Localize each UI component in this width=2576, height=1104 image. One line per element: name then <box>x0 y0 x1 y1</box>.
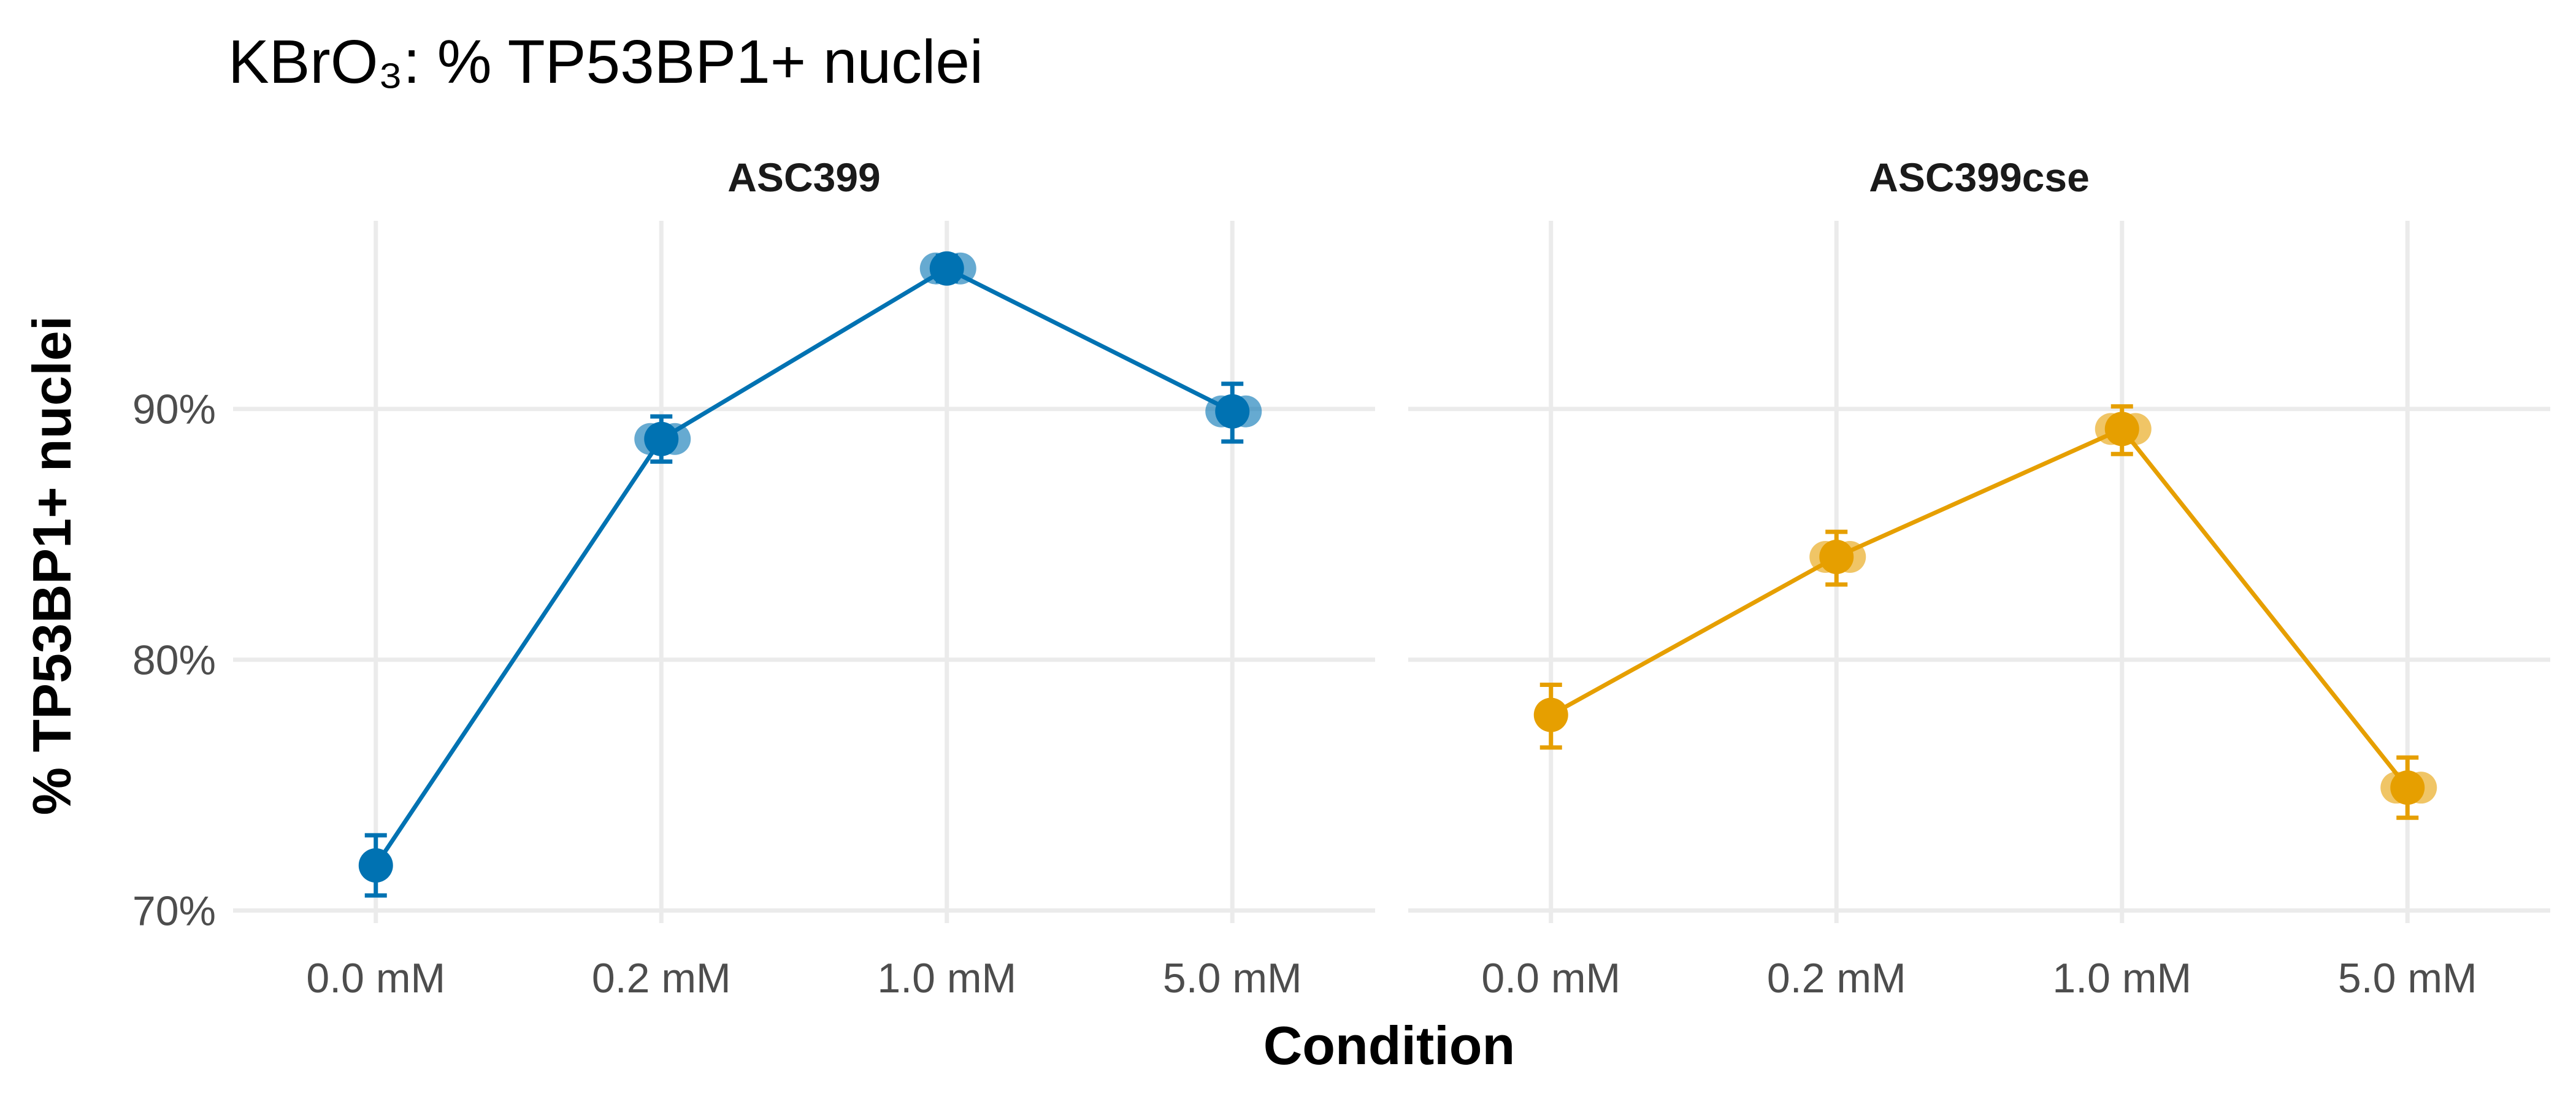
mean-point <box>1533 697 1568 732</box>
x-tick-label: 1.0 mM <box>2052 955 2191 1002</box>
x-tick-label: 0.0 mM <box>306 955 445 1002</box>
x-tick-label: 1.0 mM <box>877 955 1016 1002</box>
mean-point <box>644 421 679 456</box>
y-tick-label: 70% <box>132 888 216 935</box>
series-line <box>374 266 1233 867</box>
x-axis-title: Condition <box>1263 1015 1516 1076</box>
y-tick-label: 80% <box>132 637 216 684</box>
panel-strip-label: ASC399 <box>727 155 880 200</box>
x-tick-label: 5.0 mM <box>2338 955 2477 1002</box>
mean-point <box>929 251 964 286</box>
mean-point <box>2390 770 2425 805</box>
x-tick-label: 0.2 mM <box>592 955 731 1002</box>
chart-title: KBrO₃: % TP53BP1+ nuclei <box>228 28 983 96</box>
y-axis-title: % TP53BP1+ nuclei <box>21 316 82 815</box>
x-tick-label: 0.2 mM <box>1767 955 1906 1002</box>
panel-strip-label: ASC399cse <box>1869 155 2090 200</box>
x-tick-label: 5.0 mM <box>1163 955 1302 1002</box>
mean-point <box>1215 394 1250 429</box>
x-tick-label: 0.0 mM <box>1481 955 1620 1002</box>
y-tick-label: 90% <box>132 386 216 433</box>
panel-1: ASC399 0.0 mM 0.2 mM 1.0 mM 5.0 mM <box>233 155 1375 1002</box>
panel-2: ASC399cse 0.0 mM 0.2 mM 1.0 mM 5.0 mM <box>1408 155 2550 1002</box>
mean-point <box>358 848 393 883</box>
mean-point <box>1819 539 1854 574</box>
mean-point <box>2104 412 2139 447</box>
series-line <box>1550 426 2409 789</box>
